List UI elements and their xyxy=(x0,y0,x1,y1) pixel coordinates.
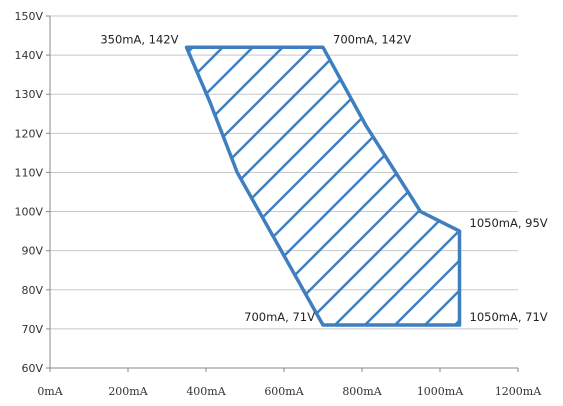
x-tick-label: 1000mA xyxy=(417,385,464,398)
y-tick-label: 60V xyxy=(21,362,43,375)
y-tick-label: 150V xyxy=(14,10,43,23)
x-tick-label: 0mA xyxy=(37,385,63,398)
hatch-line xyxy=(449,47,460,326)
y-tick-label: 90V xyxy=(21,245,43,258)
gridlines xyxy=(50,15,518,330)
hatch-line xyxy=(186,47,391,326)
y-tick-label: 100V xyxy=(14,206,43,219)
hatch-line xyxy=(510,0,563,406)
y-tick-labels: 60V 70V 80V 90V 100V 110V 120V 130V 140V 150V xyxy=(14,10,50,375)
x-tick-labels: 0mA 200mA 400mA 600mA 800mA 1000mA 1200mA xyxy=(37,368,542,398)
x-tick-label: 600mA xyxy=(264,385,304,398)
point-annotation: 700mA, 142V xyxy=(333,32,411,46)
point-annotation: 700mA, 71V xyxy=(244,310,315,324)
y-tick-label: 120V xyxy=(14,127,43,140)
hatch-line xyxy=(540,0,563,406)
hatch-line xyxy=(209,47,460,326)
point-annotation: 1050mA, 71V xyxy=(470,310,548,324)
x-tick-label: 800mA xyxy=(342,385,382,398)
hatch-line xyxy=(186,47,331,326)
hatch-line xyxy=(186,47,460,326)
hatch-line xyxy=(329,47,460,326)
hatch-line xyxy=(186,47,301,326)
point-annotations: 350mA, 142V 700mA, 142V 1050mA, 95V 700mA, … xyxy=(100,32,547,324)
point-annotation: 350mA, 142V xyxy=(100,32,178,46)
y-tick-label: 70V xyxy=(21,323,43,336)
hatch-line xyxy=(186,47,271,326)
x-tick-label: 400mA xyxy=(186,385,226,398)
y-tick-label: 80V xyxy=(21,284,43,297)
hatch-line xyxy=(419,47,460,326)
x-tick-label: 1200mA xyxy=(495,385,542,398)
y-tick-label: 110V xyxy=(14,166,43,179)
hatch-line xyxy=(359,47,460,326)
hatch-line xyxy=(299,47,460,326)
y-tick-label: 140V xyxy=(14,49,43,62)
hatch-line xyxy=(186,47,460,326)
hatch-line xyxy=(186,47,361,326)
hatch-line xyxy=(239,47,460,326)
hatch-line xyxy=(480,0,563,406)
operating-region xyxy=(184,45,462,327)
x-tick-label: 200mA xyxy=(108,385,148,398)
y-tick-label: 130V xyxy=(14,88,43,101)
point-annotation: 1050mA, 95V xyxy=(470,216,548,230)
hatch-line xyxy=(186,47,460,326)
